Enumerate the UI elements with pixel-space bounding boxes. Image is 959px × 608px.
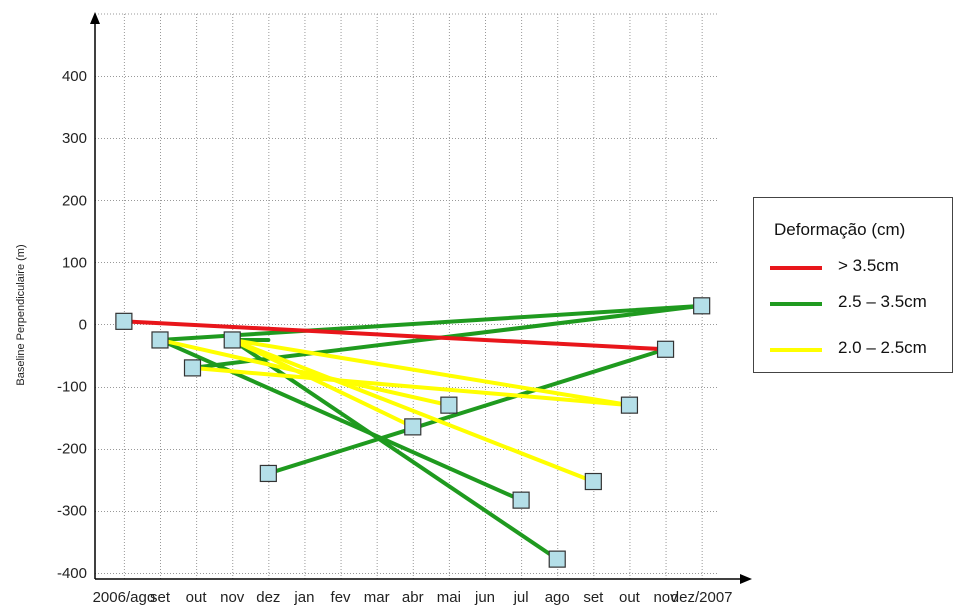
legend-swatch [770,266,822,270]
x-tick-label: abr [402,589,424,606]
x-tick-label: jan [293,589,314,606]
x-tick-label: jun [474,589,495,606]
legend-item-yellow: 2.0 – 2.5cm [770,338,950,362]
axes [90,12,752,584]
y-tick-label: -100 [57,379,87,396]
legend-label: > 3.5cm [838,256,899,275]
legend-item-red: > 3.5cm [770,256,950,280]
data-point-p2 [151,331,169,349]
y-tick-label: -200 [57,441,87,458]
x-tick-label: 2006/ago [93,589,156,606]
y-tick-label: 300 [62,130,87,147]
data-point-p4 [223,331,241,349]
y-axis-arrow [90,12,100,24]
data-point-p8 [512,491,530,509]
series-segment-0-0 [121,319,668,352]
data-point-p10 [584,472,602,491]
x-tick-label: nov [653,589,678,606]
data-point-p1 [115,312,133,330]
x-tick-label: dez/2007 [671,589,733,606]
x-tick-label: jul [513,589,529,606]
x-tick-label: out [619,589,641,606]
x-tick-label: ago [545,589,570,606]
grid [95,13,717,579]
data-point-p13 [693,297,711,315]
series-segment-1-5 [266,347,668,476]
x-tick-label: nov [220,589,245,606]
data-point-p7 [440,396,458,414]
x-axis-arrow [740,574,752,584]
legend-swatch [770,348,822,352]
legend-item-green: 2.5 – 3.5cm [770,292,950,316]
y-tick-labels: 400 300 200 100 0 -100 -200 -300 -400 [57,68,87,582]
legend: Deformação (cm) > 3.5cm 2.5 – 3.5cm 2.0 … [753,197,953,373]
x-tick-label: set [150,589,171,606]
y-axis-label: Baseline Perpendiculaire (m) [15,244,27,385]
x-tick-label: dez [256,589,280,606]
y-tick-label: 200 [62,192,87,209]
series-segment-2-2 [230,337,415,429]
series-segment-2-3 [230,337,596,484]
series-segment-1-0 [158,303,704,342]
x-tick-label: out [186,589,208,606]
x-tick-label: set [583,589,604,606]
y-tick-label: -400 [57,565,87,582]
x-tick-label: fev [331,589,352,606]
series-lines [121,303,704,562]
data-points [115,297,711,568]
data-point-p9 [548,550,566,568]
x-tick-label: mai [437,589,461,606]
series-segment-2-1 [190,365,632,408]
legend-title: Deformação (cm) [774,220,906,239]
legend-label: 2.5 – 3.5cm [838,292,927,311]
data-point-p6 [404,418,422,436]
data-point-p11 [620,396,639,414]
y-tick-label: -300 [57,503,87,520]
legend-label: 2.0 – 2.5cm [838,338,927,357]
y-tick-label: 100 [62,254,87,271]
x-tick-label: mar [364,589,390,606]
data-point-p12 [656,340,675,358]
data-point-p3 [183,359,202,377]
y-tick-label: 400 [62,68,87,85]
series-segment-1-3 [158,337,524,503]
y-tick-label: 0 [79,316,87,333]
data-point-p5 [259,464,277,483]
series-segment-2-4 [230,337,632,408]
legend-swatch [770,302,822,306]
